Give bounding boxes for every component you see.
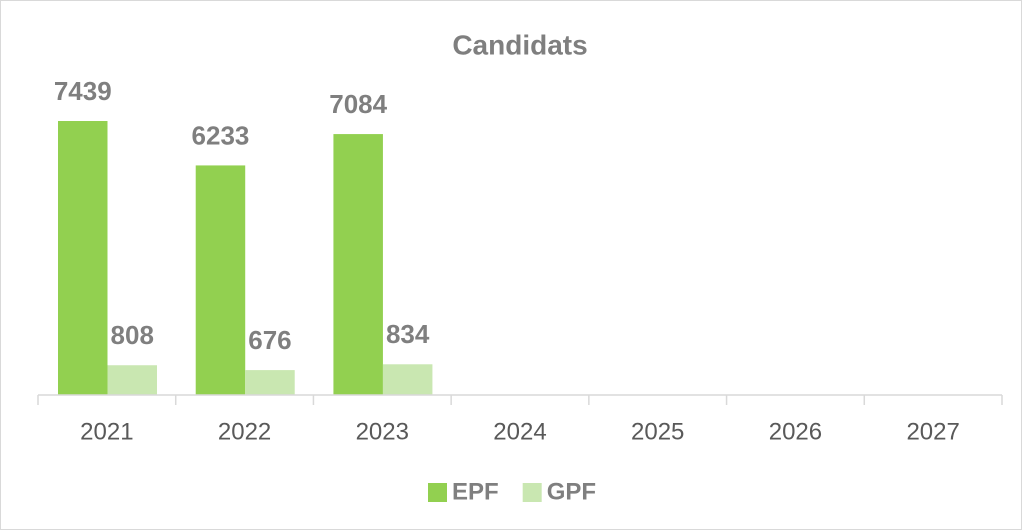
bar [58, 121, 108, 395]
x-tick-label: 2026 [769, 418, 822, 445]
x-tick-label: 2022 [218, 418, 271, 445]
bar [333, 134, 383, 395]
data-label: 7084 [329, 89, 387, 119]
legend-label: EPF [452, 478, 499, 505]
x-tick-label: 2024 [493, 418, 546, 445]
x-tick-label: 2023 [356, 418, 409, 445]
x-tick-label: 2021 [80, 418, 133, 445]
bar [107, 365, 157, 395]
data-label: 834 [386, 319, 430, 349]
bar [382, 364, 433, 395]
data-label: 7439 [54, 76, 112, 106]
legend-label: GPF [547, 478, 596, 505]
chart-title: Candidats [452, 29, 587, 60]
x-tick-label: 2027 [906, 418, 959, 445]
data-label: 6233 [192, 120, 250, 150]
data-label: 808 [111, 320, 154, 350]
bar [245, 370, 295, 395]
legend-swatch [428, 483, 447, 502]
data-label: 676 [248, 325, 291, 355]
x-tick-label: 2025 [631, 418, 684, 445]
bar [195, 165, 246, 395]
legend-swatch [522, 483, 542, 502]
